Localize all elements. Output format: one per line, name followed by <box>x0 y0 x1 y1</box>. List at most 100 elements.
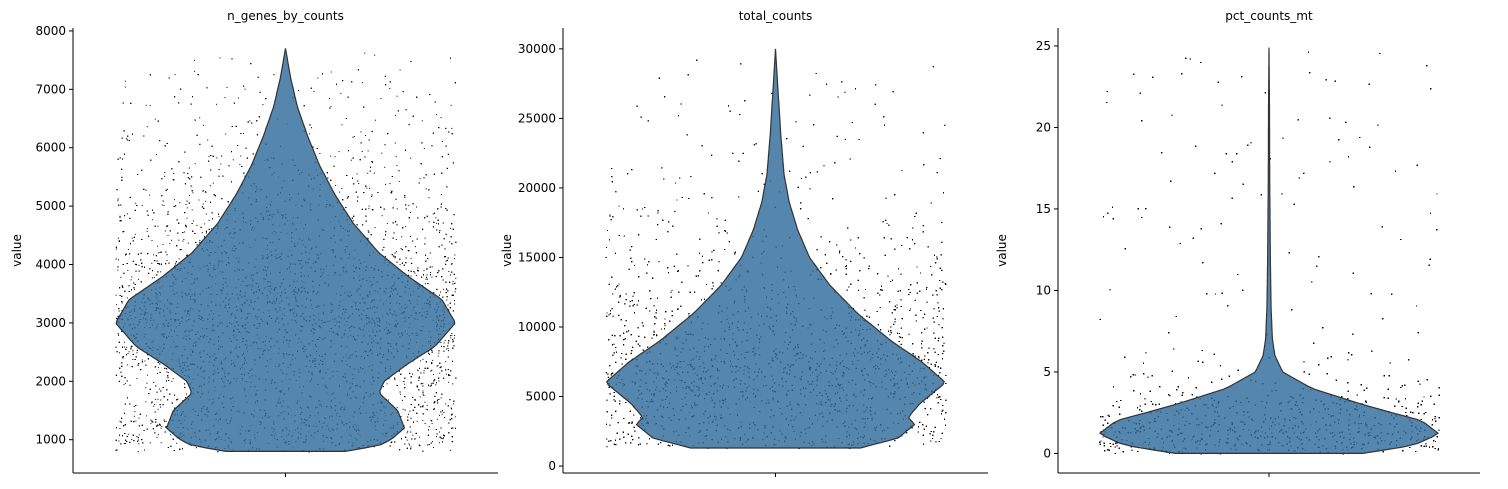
scatter-point <box>389 88 391 89</box>
scatter-point <box>395 114 397 116</box>
scatter-point <box>423 148 425 149</box>
scatter-point <box>157 408 159 410</box>
scatter-point <box>136 436 138 437</box>
scatter-point <box>171 239 173 241</box>
scatter-point <box>374 54 376 56</box>
scatter-point <box>244 88 246 90</box>
scatter-point <box>205 200 207 202</box>
scatter-point <box>155 154 157 156</box>
scatter-point <box>132 350 134 352</box>
scatter-point <box>396 251 398 253</box>
scatter-point <box>123 341 125 343</box>
scatter-point <box>448 350 449 352</box>
scatter-point <box>398 180 400 182</box>
scatter-point <box>368 205 370 207</box>
scatter-point <box>145 401 147 403</box>
scatter-point <box>338 151 340 153</box>
scatter-point <box>126 138 128 140</box>
scatter-point <box>164 421 166 422</box>
scatter-point <box>164 175 166 177</box>
scatter-point <box>429 385 431 387</box>
scatter-point <box>149 105 151 107</box>
scatter-point <box>410 211 411 213</box>
scatter-point <box>199 239 201 241</box>
scatter-point <box>435 217 437 219</box>
scatter-point <box>408 443 410 445</box>
scatter-point <box>202 203 204 205</box>
scatter-point <box>118 259 119 261</box>
scatter-point <box>204 223 206 225</box>
scatter-point <box>404 383 406 385</box>
scatter-point <box>436 365 438 367</box>
scatter-point <box>165 420 167 422</box>
scatter-point <box>440 345 442 347</box>
scatter-point <box>118 440 120 442</box>
scatter-point <box>367 230 369 232</box>
scatter-point <box>309 133 311 135</box>
scatter-point <box>194 70 196 72</box>
scatter-point <box>450 407 452 409</box>
scatter-point <box>375 119 376 121</box>
scatter-point <box>448 271 450 272</box>
scatter-point <box>126 364 128 366</box>
scatter-point <box>427 351 429 353</box>
scatter-point <box>445 260 447 262</box>
scatter-point <box>311 127 312 129</box>
scatter-point <box>431 266 433 268</box>
scatter-point <box>404 197 406 198</box>
scatter-point <box>432 441 433 443</box>
scatter-point <box>429 354 431 355</box>
scatter-point <box>218 216 220 218</box>
scatter-point <box>196 224 198 226</box>
scatter-point <box>399 69 401 71</box>
scatter-point <box>350 159 352 161</box>
scatter-point <box>367 172 369 174</box>
scatter-point <box>313 91 315 92</box>
scatter-point <box>420 372 422 374</box>
scatter-point <box>394 142 396 144</box>
scatter-point <box>182 400 184 402</box>
scatter-point <box>423 372 425 374</box>
scatter-point <box>144 449 145 451</box>
scatter-point <box>440 194 442 195</box>
scatter-point <box>389 183 391 184</box>
scatter-point <box>410 381 412 383</box>
scatter-point <box>224 97 226 99</box>
scatter-point <box>123 346 125 348</box>
scatter-point <box>381 215 383 217</box>
scatter-point <box>226 86 228 88</box>
scatter-point <box>453 337 455 339</box>
scatter-point <box>199 117 201 119</box>
scatter-point <box>153 405 155 407</box>
scatter-point <box>155 398 157 400</box>
scatter-point <box>173 173 175 174</box>
scatter-point <box>395 156 397 158</box>
scatter-point <box>424 237 426 239</box>
scatter-point <box>186 207 188 209</box>
scatter-point <box>452 383 454 385</box>
scatter-point <box>157 225 159 227</box>
scatter-point <box>426 404 428 406</box>
scatter-point <box>443 412 445 413</box>
ylabel-n-genes-by-counts: value <box>10 234 24 267</box>
scatter-point <box>121 302 123 304</box>
scatter-point <box>145 104 147 106</box>
scatter-point <box>156 424 158 426</box>
scatter-point <box>437 355 439 357</box>
scatter-point <box>208 219 210 221</box>
scatter-point <box>401 236 403 238</box>
scatter-point <box>410 157 412 159</box>
scatter-point <box>239 163 241 165</box>
scatter-point <box>151 262 153 264</box>
scatter-point <box>157 245 159 247</box>
scatter-point <box>417 369 419 371</box>
scatter-point <box>151 402 153 404</box>
scatter-point <box>412 434 414 436</box>
scatter-point <box>381 152 383 154</box>
scatter-point <box>451 127 453 129</box>
scatter-point <box>360 131 362 133</box>
scatter-point <box>150 422 152 424</box>
scatter-point <box>396 95 398 97</box>
scatter-point <box>365 135 366 136</box>
